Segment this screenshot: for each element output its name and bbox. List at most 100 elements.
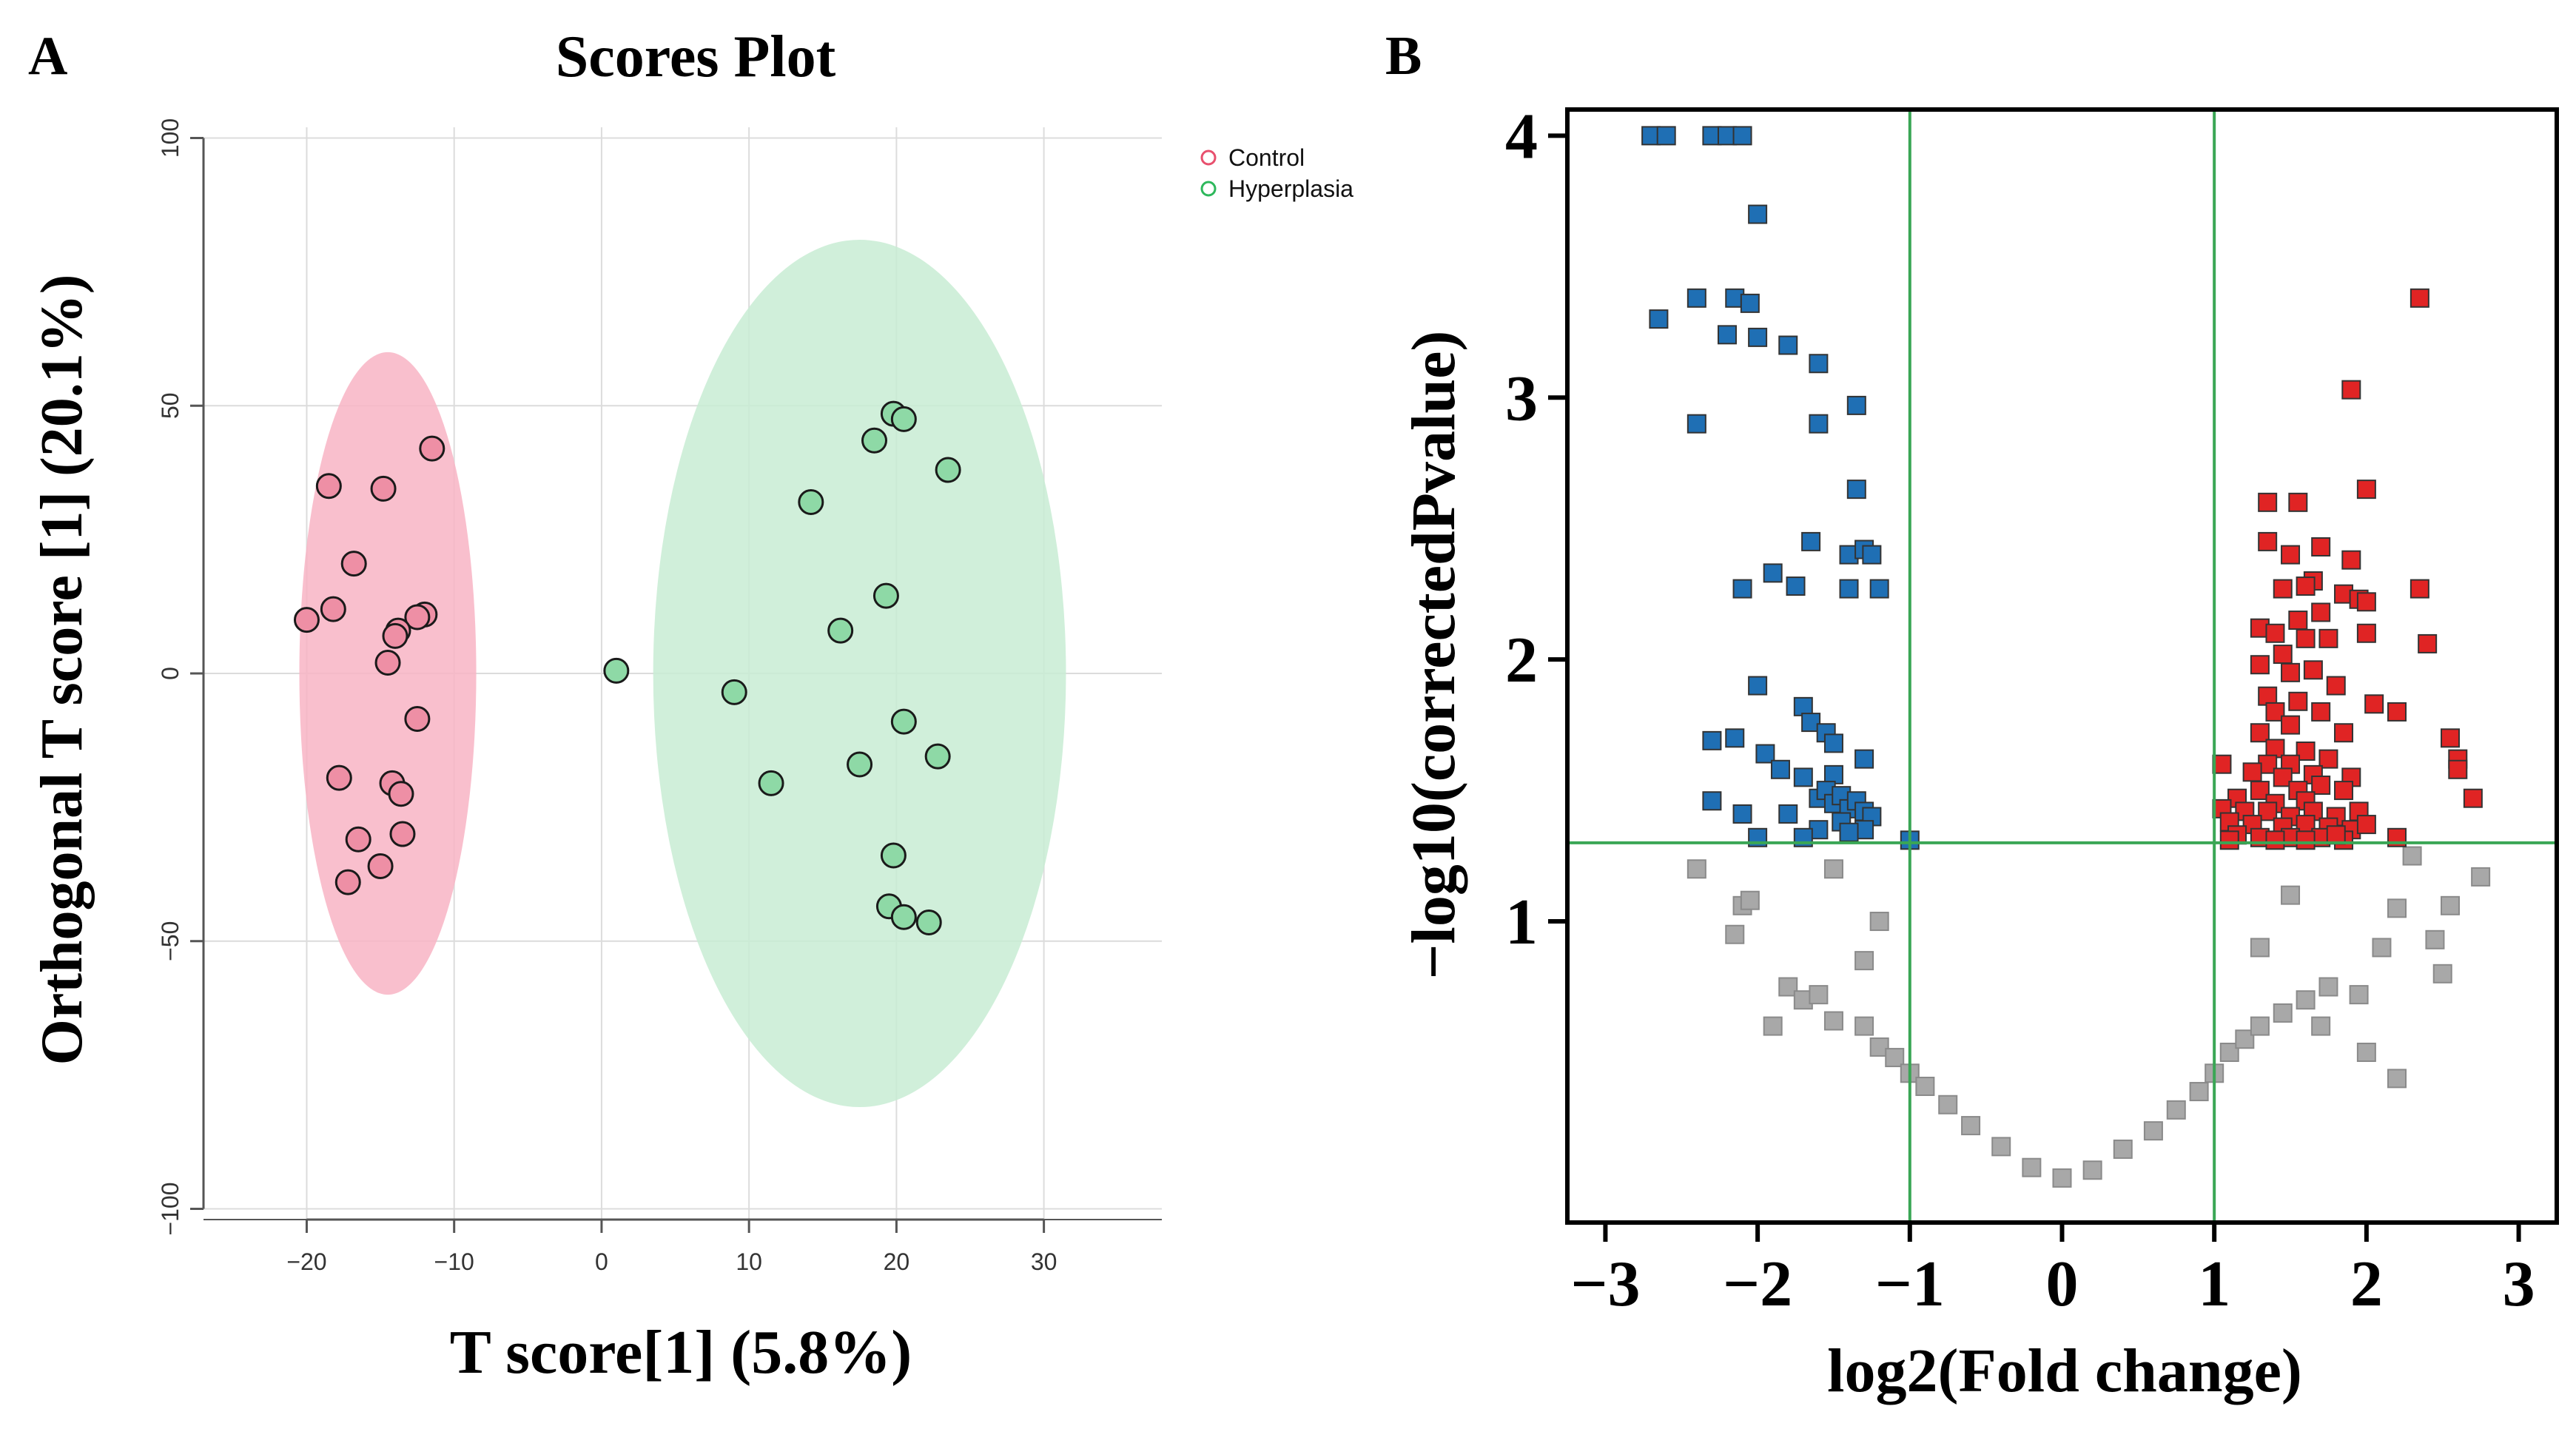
scores-plot-point — [374, 650, 401, 676]
volcano-plot-point — [2265, 830, 2285, 850]
volcano-plot-point — [2265, 702, 2285, 722]
scores-plot-point — [758, 770, 784, 796]
scores-plot-title: Scores Plot — [556, 24, 836, 90]
volcano-plot-point — [2311, 602, 2331, 622]
scores-plot-point — [721, 679, 747, 705]
volcano-plot-point — [1801, 531, 1821, 551]
volcano-plot-point — [2273, 645, 2293, 665]
volcano-plot-point — [2265, 623, 2285, 643]
volcano-plot-point — [2143, 1121, 2163, 1141]
volcano-plot-point — [1854, 951, 1874, 971]
volcano-plot-point — [2387, 898, 2407, 918]
volcano-plot-point — [2402, 846, 2422, 866]
volcano-plot-point — [1702, 791, 1722, 811]
scores-plot-point — [334, 869, 361, 895]
scores-plot-point — [389, 821, 416, 847]
volcano-plot-point — [2409, 579, 2429, 599]
volcano-plot-point — [2288, 691, 2308, 711]
volcano-plot-point — [2387, 1069, 2407, 1089]
volcano-plot-x-tick-label: −2 — [1723, 1248, 1792, 1320]
panel-label-a: A — [28, 26, 67, 87]
scores-plot-point — [345, 826, 371, 853]
scores-plot-y-tick-label: 100 — [157, 118, 184, 158]
volcano-plot-point — [1740, 293, 1760, 313]
scores-plot-point — [872, 582, 899, 609]
volcano-plot-point — [2318, 749, 2338, 769]
volcano-plot-point — [2311, 1016, 2331, 1036]
volcano-plot-point — [2311, 776, 2331, 796]
scores-plot-y-tick-label: −50 — [157, 921, 184, 961]
scores-plot-x-tick-label: 30 — [1031, 1248, 1057, 1275]
volcano-plot-point — [2052, 1168, 2072, 1188]
scores-plot-point — [315, 473, 342, 500]
volcano-plot-point — [2311, 702, 2331, 722]
volcano-plot-point — [1823, 733, 1843, 753]
scores-plot-point — [924, 743, 951, 770]
volcano-plot-point — [2303, 660, 2323, 680]
volcano-plot-point — [1862, 545, 1882, 565]
volcano-plot-point — [2273, 579, 2293, 599]
volcano-plot-axes: −3 −2 −1 0 1 2 3 1 2 3 4 — [1505, 101, 2559, 1320]
volcano-plot-threshold-lines — [1567, 110, 2557, 1223]
scores-plot-point — [326, 764, 352, 791]
volcano-plot-point — [1755, 744, 1775, 764]
volcano-plot-point — [2318, 977, 2338, 997]
volcano-plot-point — [2432, 964, 2452, 984]
volcano-plot-point — [2425, 929, 2445, 949]
volcano-plot-x-tick-label: 2 — [2350, 1248, 2383, 1320]
volcano-plot-point — [1869, 579, 1889, 599]
volcano-plot-y-tick-label: 2 — [1505, 625, 1538, 696]
volcano-plot-point — [2418, 633, 2438, 653]
volcano-plot-point — [2448, 759, 2468, 779]
scores-plot-ellipse — [653, 239, 1066, 1108]
scores-plot-point — [935, 457, 961, 483]
volcano-plot-point — [1823, 1011, 1843, 1031]
volcano-plot-x-axis-label: log2(Fold change) — [1827, 1336, 2302, 1405]
scores-plot-x-tick-label: −20 — [286, 1248, 326, 1275]
volcano-plot-point — [1786, 576, 1806, 596]
volcano-plot-point — [1725, 924, 1745, 944]
scores-plot-point — [340, 551, 367, 577]
volcano-plot-x-tick-label: 1 — [2198, 1248, 2230, 1320]
volcano-plot-point — [2288, 492, 2308, 512]
volcano-plot-point — [2082, 1160, 2102, 1180]
volcano-plot-point — [2273, 1003, 2293, 1023]
volcano-plot-point — [2341, 550, 2361, 570]
volcano-plot-point — [1649, 309, 1669, 329]
volcano-plot-point — [2113, 1139, 2133, 1159]
scores-plot-point — [320, 596, 346, 622]
scores-plot-point — [861, 427, 887, 454]
volcano-plot-point — [1763, 1016, 1783, 1036]
volcano-plot-point — [2189, 1082, 2209, 1102]
volcano-plot-point — [1823, 859, 1843, 879]
volcano-plot-point — [2265, 739, 2285, 759]
volcano-plot-point — [1854, 749, 1874, 769]
volcano-plot-point — [2281, 715, 2301, 735]
volcano-plot-point — [2356, 1042, 2376, 1062]
scores-plot-point — [915, 909, 942, 935]
volcano-plot-point — [2356, 815, 2376, 835]
scores-plot-point — [890, 904, 917, 930]
volcano-plot-point — [1885, 1048, 1905, 1068]
volcano-plot-point — [1686, 414, 1706, 434]
scores-plot-legend-label: Control — [1228, 144, 1305, 171]
volcano-plot-point — [2341, 380, 2361, 400]
volcano-plot-point — [1991, 1137, 2011, 1157]
volcano-plot-point — [1732, 126, 1752, 146]
volcano-plot-point — [2281, 885, 2301, 905]
volcano-plot-point — [2372, 938, 2392, 958]
volcano-plot-point — [2326, 676, 2346, 696]
volcano-plot-point — [2409, 288, 2429, 308]
scores-plot-point — [388, 781, 414, 807]
volcano-plot-point — [2022, 1157, 2042, 1177]
scores-plot-point — [367, 853, 394, 879]
volcano-plot-point — [2441, 895, 2461, 915]
volcano-plot-point — [1839, 822, 1859, 842]
volcano-plot-point — [2288, 611, 2308, 631]
scores-plot-point — [293, 607, 320, 633]
volcano-plot-point — [2242, 762, 2262, 782]
scores-plot-point — [798, 488, 824, 515]
volcano-plot-point — [1778, 804, 1798, 824]
